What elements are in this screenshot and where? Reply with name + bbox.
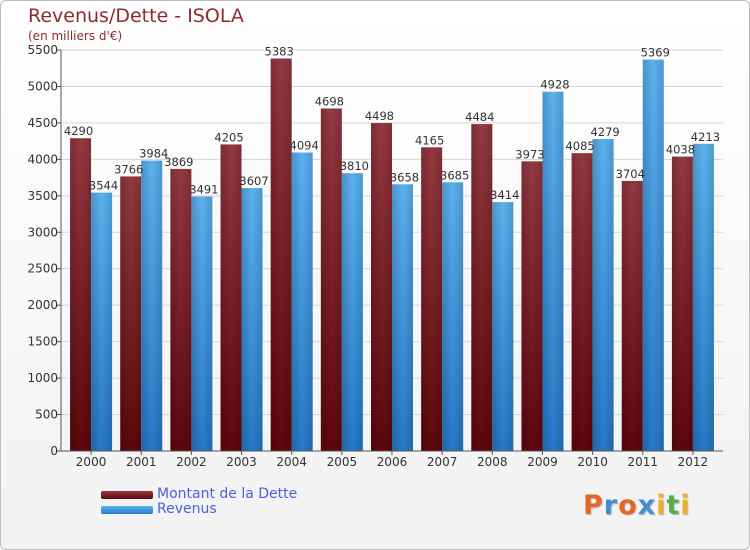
bar-shade [621,180,643,451]
legend-label-revenus: Revenus [157,501,217,517]
bar-shade [320,108,342,452]
data-label-dette-2000: 4290 [64,124,93,138]
x-tick-label-2002: 2002 [176,455,207,469]
x-tick-label-2010: 2010 [577,455,608,469]
bar-shade [170,168,192,451]
x-tick-label-2004: 2004 [276,455,307,469]
data-label-revenus-2007: 3685 [440,168,469,182]
bar-shade [492,202,514,451]
y-tick-label: 5000 [27,79,58,93]
bar-shade [70,138,92,451]
bar-shade [191,196,213,451]
logo-letter: P [583,490,604,521]
x-tick-label-2011: 2011 [627,455,658,469]
bar-shade [442,182,464,451]
legend-swatch-revenus [101,506,153,514]
bar-shade [141,160,163,451]
data-label-revenus-2008: 3414 [490,188,519,202]
bar-shade [371,123,392,452]
bar-shade [592,139,614,451]
x-tick-label-2005: 2005 [327,455,358,469]
x-tick-label-2001: 2001 [126,455,157,469]
y-tick-label: 0 [50,444,58,458]
data-label-revenus-2002: 3491 [189,182,218,196]
logo-letter: i [656,490,667,521]
data-label-dette-2008: 4484 [465,110,494,124]
legend-label-dette: Montant de la Dette [157,486,298,502]
data-label-revenus-2012: 4213 [691,130,720,144]
y-tick-label: 2500 [27,262,58,276]
y-axis: 0 500 1000 1500 2000 2500 3000 3500 4000 4500 5000… [27,43,62,458]
data-label-dette-2009: 3973 [515,147,544,161]
data-label-dette-2005: 4698 [315,94,344,108]
y-tick-label: 1000 [27,371,58,385]
y-tick-label: 4000 [27,152,58,166]
bar-shade [471,124,493,452]
data-label-dette-2002: 3869 [164,155,193,169]
y-tick-label: 3000 [27,225,58,239]
bar-shade [220,144,242,451]
data-label-dette-2006: 4498 [365,109,394,123]
bar-shade [341,173,363,451]
bar-shade [421,147,443,452]
x-tick-label-2003: 2003 [226,455,257,469]
x-tick-label-2008: 2008 [477,455,508,469]
bar-shade [120,176,142,451]
data-label-dette-2001: 3766 [114,162,143,176]
x-tick-label-2009: 2009 [527,455,558,469]
y-tick-label: 3500 [27,189,58,203]
bar-shade [692,143,714,452]
x-tick-label-2012: 2012 [678,455,709,469]
data-label-revenus-2003: 3607 [239,174,268,188]
logo-letter: i [680,490,691,521]
bar-shade [671,156,693,452]
data-label-revenus-2011: 5369 [641,46,670,60]
data-label-dette-2012: 4038 [666,143,695,157]
proxiti-logo: Proxiti [583,490,691,521]
x-axis: 2000 2001 2002 2003 2004 2005 2006 2007 2008 2009… [61,450,723,469]
y-tick-label: 5500 [27,43,58,57]
data-label-revenus-2004: 4094 [290,139,319,153]
bar-shade [542,91,564,451]
logo-letter: o [618,490,638,521]
bar-shade [521,161,543,451]
bar-shade [241,188,263,451]
data-label-revenus-2006: 3658 [390,170,419,184]
bar-chart: 0 500 1000 1500 2000 2500 3000 3500 4000 4500 5000… [27,43,723,469]
data-label-dette-2004: 5383 [265,45,294,59]
bars [70,58,714,452]
data-label-dette-2003: 4205 [214,130,243,144]
data-label-revenus-2009: 4928 [540,78,569,92]
logo-letter: r [603,490,619,521]
bar-shade [270,58,292,451]
y-tick-label: 4500 [27,116,58,130]
x-tick-label-2000: 2000 [76,455,107,469]
y-tick-label: 500 [35,408,58,422]
y-tick-label: 1500 [27,335,58,349]
bar-shade [392,184,413,452]
y-tick-label: 2000 [27,298,58,312]
logo-letter: t [666,490,681,521]
logo-letter: x [637,490,657,521]
legend-swatch-dette [101,491,153,499]
bar-shade [91,192,113,452]
x-tick-label-2006: 2006 [377,455,408,469]
bar-shade [291,152,313,451]
chart-subtitle: (en milliers d'€) [28,29,123,43]
data-label-revenus-2005: 3810 [340,159,369,173]
bar-shade [571,153,593,451]
x-tick-label-2007: 2007 [427,455,458,469]
data-label-revenus-2010: 4279 [590,125,619,139]
chart-title: Revenus/Dette - ISOLA [28,5,244,27]
bar-shade [642,59,664,452]
data-label-revenus-2001: 3984 [139,147,168,161]
data-label-dette-2011: 3704 [616,167,645,181]
data-label-revenus-2000: 3544 [89,179,118,193]
data-label-dette-2010: 4085 [565,139,594,153]
data-label-dette-2007: 4165 [415,133,444,147]
